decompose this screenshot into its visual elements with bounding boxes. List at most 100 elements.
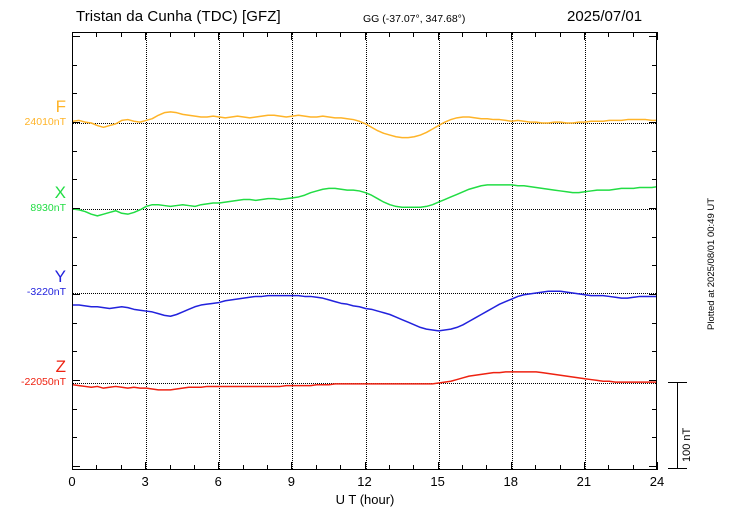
page-title: Tristan da Cunha (TDC) [GFZ] (76, 8, 281, 25)
x-tick-top-7 (242, 32, 244, 37)
y-tick-right (649, 122, 657, 123)
trace-Y (73, 290, 656, 332)
x-tick-top-17 (486, 32, 488, 37)
x-tick-label-15: 15 (430, 474, 445, 489)
baseline-Y (73, 293, 656, 294)
y-tick-left (72, 208, 80, 209)
gridline-hour-6 (219, 33, 221, 469)
component-baseline-value-X: 8930nT (30, 202, 66, 214)
x-tick-bottom-22 (608, 465, 610, 470)
x-tick-bottom-2 (120, 465, 122, 470)
y-tick-right (652, 236, 657, 238)
x-tick-bottom-24 (657, 462, 658, 470)
y-tick-left (72, 93, 77, 95)
scale-bar-label: 100 nT (681, 427, 693, 462)
y-tick-left (72, 265, 77, 267)
x-tick-top-2 (120, 32, 122, 37)
plotted-timestamp: Plotted at 2025/08/01 00:49 UT (706, 197, 717, 330)
component-symbol-X: X (54, 183, 66, 202)
x-tick-top-21 (583, 32, 585, 40)
x-tick-bottom-23 (632, 465, 634, 470)
x-tick-bottom-4 (169, 465, 171, 470)
y-tick-right (652, 93, 657, 95)
x-axis-title: U T (hour) (335, 492, 395, 507)
y-tick-left (72, 36, 80, 37)
component-baseline-value-Y: -3220nT (26, 286, 66, 298)
x-tick-bottom-12 (364, 462, 366, 470)
x-tick-bottom-9 (291, 462, 293, 470)
component-label-F: F 24010nT (0, 98, 66, 129)
y-tick-left (72, 150, 77, 152)
x-tick-bottom-20 (559, 465, 561, 470)
component-label-Y: Y -3220nT (0, 268, 66, 299)
x-tick-bottom-10 (315, 465, 317, 470)
component-symbol-F: F (55, 97, 66, 116)
y-tick-left (72, 64, 77, 66)
y-tick-left (72, 236, 77, 238)
trace-X (73, 184, 656, 217)
x-tick-bottom-13 (388, 465, 390, 470)
x-tick-top-4 (169, 32, 171, 37)
y-tick-right (649, 36, 657, 37)
x-tick-top-18 (510, 32, 512, 40)
x-tick-top-16 (462, 32, 463, 37)
component-symbol-Z: Z (55, 357, 66, 376)
gridline-hour-18 (511, 33, 513, 469)
x-tick-top-1 (96, 32, 98, 37)
x-tick-top-10 (315, 32, 317, 37)
x-tick-top-8 (267, 32, 268, 37)
y-tick-left (72, 466, 80, 467)
x-tick-top-9 (291, 32, 293, 40)
baseline-X (73, 209, 656, 210)
y-tick-right (652, 179, 657, 181)
y-tick-left (72, 322, 77, 324)
scale-bar-bottom-cap (668, 468, 687, 470)
x-tick-top-6 (218, 32, 220, 40)
x-tick-bottom-6 (218, 462, 220, 470)
y-tick-right (652, 150, 657, 152)
gridline-hour-9 (292, 33, 294, 469)
y-tick-right (649, 294, 657, 295)
y-tick-right (652, 351, 657, 353)
x-tick-top-24 (657, 32, 658, 40)
component-label-X: X 8930nT (0, 184, 66, 215)
component-label-Z: Z -22050nT (0, 358, 66, 389)
x-tick-top-23 (632, 32, 634, 37)
x-tick-label-18: 18 (503, 474, 518, 489)
x-tick-top-20 (559, 32, 561, 37)
x-tick-bottom-19 (535, 465, 537, 470)
y-tick-right (649, 208, 657, 209)
y-tick-right (652, 437, 657, 439)
x-tick-bottom-14 (413, 465, 415, 470)
x-tick-label-3: 3 (141, 474, 149, 489)
x-tick-label-21: 21 (576, 474, 592, 489)
x-tick-top-15 (437, 32, 439, 40)
y-tick-left (72, 294, 80, 295)
x-tick-label-6: 6 (214, 474, 222, 489)
y-tick-left (72, 179, 77, 181)
y-tick-right (652, 64, 657, 66)
x-tick-bottom-8 (267, 465, 268, 470)
x-tick-bottom-16 (462, 465, 463, 470)
y-tick-right (652, 408, 657, 410)
x-tick-top-11 (340, 32, 342, 37)
x-tick-label-12: 12 (357, 474, 372, 489)
y-tick-left (72, 380, 80, 381)
gridline-hour-3 (146, 33, 148, 469)
observation-date: 2025/07/01 (567, 8, 643, 25)
geographic-coordinates: GG (-37.07°, 347.68°) (363, 13, 466, 25)
x-tick-bottom-18 (510, 462, 512, 470)
y-tick-left (72, 437, 77, 439)
trace-Z (73, 371, 656, 391)
y-tick-right (652, 265, 657, 267)
x-tick-label-24: 24 (649, 474, 665, 489)
gridline-hour-12 (365, 33, 367, 469)
trace-F (73, 111, 656, 139)
x-tick-bottom-5 (193, 465, 195, 470)
x-tick-bottom-15 (437, 462, 439, 470)
y-tick-left (72, 122, 80, 123)
x-tick-top-3 (145, 32, 147, 40)
magnetogram-plot-area (72, 32, 657, 470)
x-tick-top-12 (364, 32, 366, 40)
